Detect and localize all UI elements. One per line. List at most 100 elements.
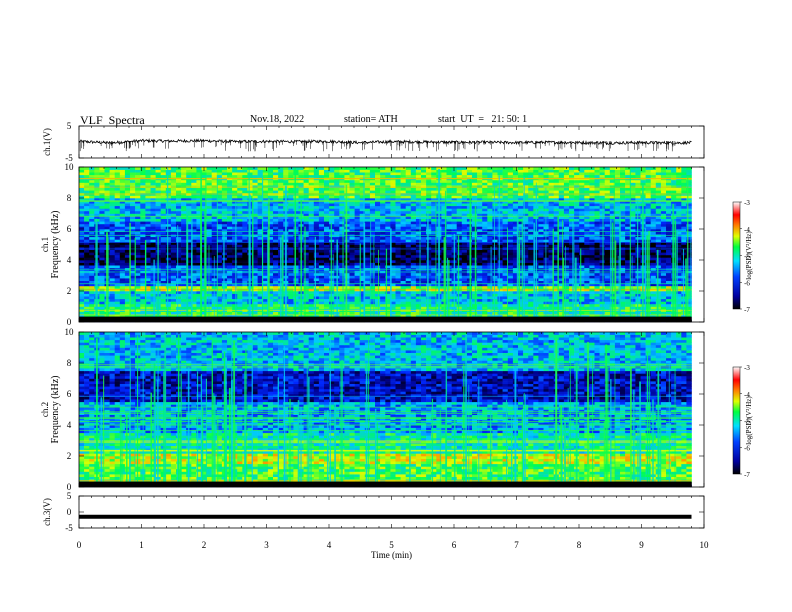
ch1-spec-cell: [364, 314, 371, 318]
ch1-spec-cell: [625, 221, 631, 225]
ch1-spec-cell: [318, 311, 325, 315]
ch1-spec-cell: [502, 221, 508, 225]
ch1-spec-cell: [181, 283, 187, 287]
ch1-spec-cell: [482, 231, 488, 235]
ch1-spec-cell: [574, 244, 580, 248]
ch1-spec-cell: [216, 239, 223, 243]
ch1-spec-cell: [242, 231, 248, 235]
ch1-spec-cell: [181, 285, 187, 289]
ch1-spec-cell: [599, 285, 605, 289]
ch1-spec-cell: [563, 265, 570, 269]
ch1-spec-cell: [89, 296, 95, 300]
ch1-spec-cell: [349, 291, 355, 294]
ch1-spec-cell: [232, 226, 238, 230]
ch1-spec-cell: [288, 291, 294, 294]
ch1-spec-cell: [267, 226, 274, 230]
ch1-spec-cell: [140, 239, 146, 243]
ch1-spec-cell: [237, 275, 243, 279]
ch1-spec-cell: [579, 311, 585, 315]
ch1-spec-cell: [421, 296, 427, 300]
ch1-spec-cell: [487, 257, 493, 261]
ch1-spec-cell: [655, 272, 662, 276]
ch1-spec-cell: [456, 241, 463, 245]
ch1-spec-cell: [257, 280, 263, 284]
ch1-spec-cell: [339, 236, 345, 240]
ch1-spec-cell: [523, 252, 529, 256]
ch1-spec-cell: [170, 303, 177, 307]
ch1-spec-cell: [89, 303, 95, 307]
ch1-spec-cell: [124, 252, 131, 256]
ch1-spec-cell: [686, 244, 692, 248]
ch1-spec-cell: [119, 249, 126, 253]
ch1-spec-cell: [528, 265, 534, 269]
ch1-spec-cell: [324, 303, 330, 307]
ch1-spec-cell: [553, 221, 560, 225]
ch1-spec-cell: [221, 296, 228, 300]
ch1-spec-cell: [497, 229, 503, 232]
ch1-spec-cell: [456, 236, 463, 240]
ch1-spec-cell: [114, 223, 121, 227]
ch1-spec-cell: [456, 262, 463, 266]
ch1-spec-cell: [487, 278, 493, 281]
ch1-spec-cell: [303, 244, 309, 248]
ch1-spec-cell: [257, 298, 263, 302]
ch1-spec-cell: [563, 298, 570, 302]
ch1-spec-cell: [109, 262, 115, 266]
ch1-spec-cell: [681, 252, 687, 256]
ch1-spec-cell: [487, 275, 493, 279]
ch1-spec-cell: [625, 260, 631, 263]
ch1-spec-cell: [349, 314, 355, 318]
ch1-spec-cell: [140, 278, 146, 281]
ch1-spec-cell: [257, 221, 263, 225]
ch1-spec-cell: [497, 278, 503, 281]
ch1-spec-cell: [497, 265, 503, 269]
ch1-spec-cell: [415, 257, 422, 261]
ch1-spec-cell: [155, 218, 161, 222]
ch1-spec-cell: [216, 311, 223, 315]
ch1-spec-cell: [563, 257, 570, 261]
ch1-spec-cell: [303, 311, 309, 315]
ch1-spec-cell: [558, 252, 565, 256]
ch1-spec-cell: [681, 293, 687, 297]
ch1-spec-cell: [99, 275, 105, 279]
ch1-spec-cell: [630, 306, 636, 310]
ch1-spec-cell: [492, 285, 498, 289]
ch1-spec-cell: [558, 311, 565, 315]
ch1-spec-cell: [395, 260, 401, 263]
ch1-spec-cell: [477, 236, 483, 240]
ch1-spec-cell: [114, 296, 121, 300]
ch1-spec-cell: [262, 291, 269, 294]
ch1-spec-cell: [99, 306, 105, 310]
ch1-spec-cell: [589, 223, 595, 227]
ch1-spec-cell: [584, 257, 590, 261]
ch1-spec-cell: [303, 280, 309, 284]
ch1-spec-cell: [89, 283, 95, 287]
ch1-spec-cell: [252, 241, 258, 245]
ch1-spec-cell: [497, 254, 503, 258]
ch1-spec-cell: [313, 239, 320, 243]
ch1-spec-cell: [589, 298, 595, 302]
ch1-spec-cell: [176, 303, 182, 307]
ch1-spec-cell: [518, 296, 524, 300]
ch1-spec-cell: [676, 241, 682, 245]
ch1-spec-cell: [160, 280, 167, 284]
ch1-spec-cell: [594, 265, 600, 269]
ch1-spec-cell: [114, 218, 121, 222]
ch1-spec-cell: [227, 285, 233, 289]
ch1-spec-cell: [150, 298, 156, 302]
ch1-spec-cell: [339, 241, 345, 245]
ch1-spec-cell: [369, 291, 376, 294]
ch1-spec-cell: [655, 226, 662, 230]
ch1-spec-cell: [666, 231, 672, 235]
ch1-spec-cell: [686, 285, 692, 289]
ch1-spec-cell: [538, 257, 544, 261]
ch1-spec-cell: [288, 285, 294, 289]
ch1-spec-cell: [288, 275, 294, 279]
ch1-spec-cell: [482, 291, 488, 294]
ch1-spec-cell: [232, 265, 238, 269]
ch1-spec-cell: [630, 283, 636, 287]
ch1-spec-cell: [334, 223, 340, 227]
ch1-spec-cell: [242, 265, 248, 269]
ch1-spec-cell: [660, 293, 667, 297]
ch1-spec-cell: [380, 301, 386, 305]
